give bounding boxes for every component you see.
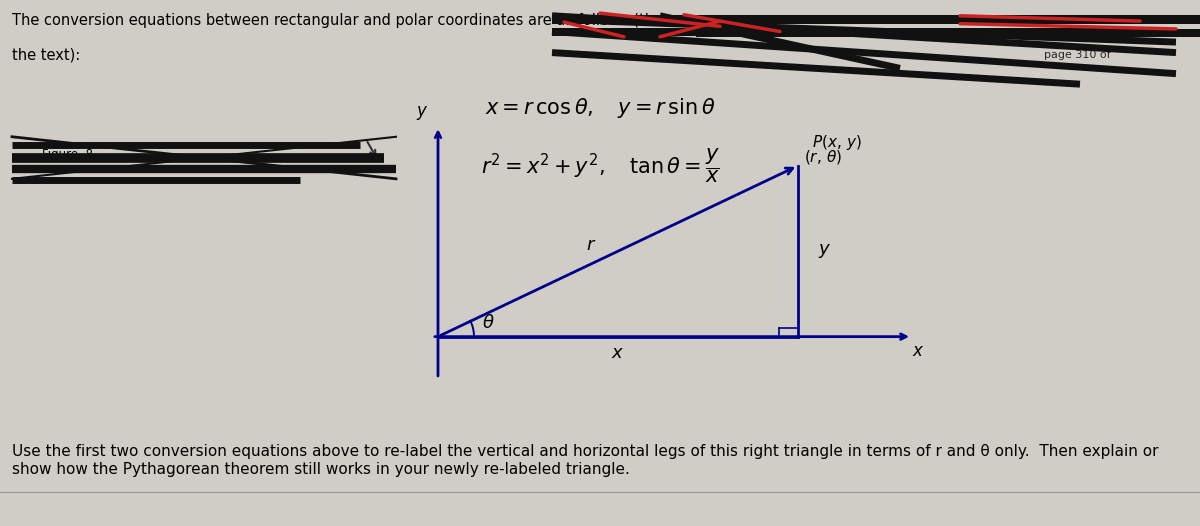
Text: $y$: $y$ xyxy=(817,242,832,260)
Bar xyxy=(984,15,1200,24)
Text: the text):: the text): xyxy=(12,47,80,63)
Text: $\theta$: $\theta$ xyxy=(482,315,494,332)
Bar xyxy=(696,29,1176,37)
Bar xyxy=(552,28,1128,36)
Text: $x$: $x$ xyxy=(912,342,924,360)
Bar xyxy=(552,15,1176,24)
Text: $r$: $r$ xyxy=(587,236,596,254)
Text: page 310 of: page 310 of xyxy=(1044,50,1111,60)
Text: $r^2 = x^2 + y^2,\quad \tan\theta = \dfrac{y}{x}$: $r^2 = x^2 + y^2,\quad \tan\theta = \dfr… xyxy=(481,146,719,185)
Text: The conversion equations between rectangular and polar coordinates are as follow: The conversion equations between rectang… xyxy=(12,13,654,28)
Text: $x$: $x$ xyxy=(611,345,625,362)
Text: Figure  8.: Figure 8. xyxy=(42,148,97,161)
Bar xyxy=(984,29,1200,37)
Text: $(r,\, \theta)$: $(r,\, \theta)$ xyxy=(804,148,842,166)
Bar xyxy=(696,15,960,24)
Text: Use the first two conversion equations above to re-label the vertical and horizo: Use the first two conversion equations a… xyxy=(12,444,1158,477)
Text: $P(x,\, y)$: $P(x,\, y)$ xyxy=(812,133,863,151)
Text: $y$: $y$ xyxy=(416,104,428,122)
Text: $x = r\,\cos\theta,\quad y = r\,\sin\theta$: $x = r\,\cos\theta,\quad y = r\,\sin\the… xyxy=(485,96,715,120)
